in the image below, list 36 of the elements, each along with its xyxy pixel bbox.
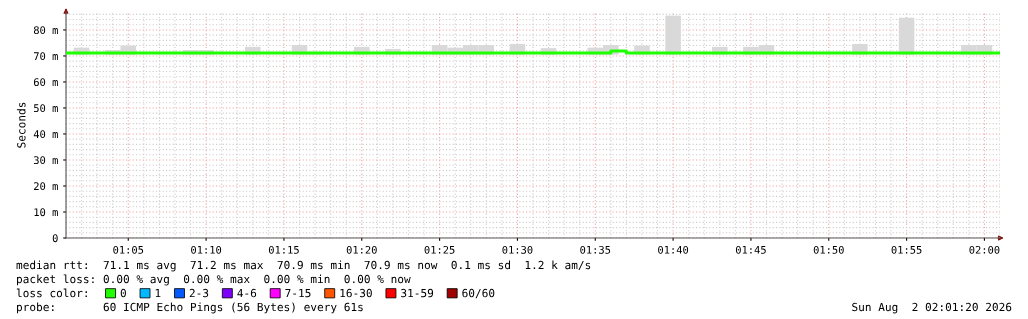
x-tick-label: 01:25 (424, 245, 455, 254)
y-tick-label: 50 m (34, 104, 58, 113)
y-tick-label: 80 m (33, 26, 58, 35)
x-tick-label: 01:10 (191, 245, 222, 254)
text: Sun Aug 2 02:01:20 2026 (852, 302, 1012, 314)
y-tick-label: 0 (52, 234, 58, 243)
x-tick-label: 01:35 (580, 245, 611, 254)
legend-label: 0 (120, 288, 126, 298)
y-tick-label: 40 m (33, 130, 58, 139)
legend-label: 60/60 (462, 288, 495, 299)
text: probe: 60 ICMP Echo Pings (56 Bytes) every 61s (17, 302, 363, 314)
x-tick-label: 01:40 (658, 245, 689, 254)
y-tick-label: 30 m (33, 156, 58, 165)
y-tick-label: 20 m (34, 182, 58, 191)
x-tick-label: 01:50 (813, 245, 844, 254)
x-tick-label: 01:30 (502, 245, 533, 254)
x-tick-label: 01:55 (891, 245, 922, 254)
x-tick-label: 01:20 (346, 245, 377, 254)
x-tick-label: 02:00 (969, 245, 1000, 254)
bar (665, 15, 681, 55)
legend-label: 4-6 (237, 288, 257, 298)
y-tick-label: 60 m (33, 78, 58, 87)
y-tick-label: 10 m (34, 208, 58, 217)
y-tick-label: 70 m (33, 52, 58, 61)
legend-title: loss color: (16, 288, 87, 298)
legend-label: 1 (155, 288, 161, 298)
legend-label: 31-59 (401, 288, 434, 298)
text: median rtt: 71.1 ms avg 71.2 ms max 70.9 ms min 70.9 ms now 0.1 ms sd 1.2 k am/s (16, 260, 591, 272)
x-tick-label: 01:05 (113, 245, 144, 254)
text: packet loss: 0.00 % avg 0.00 % max 0.00 % min 0.00 % now (17, 274, 411, 286)
legend-label: 7-15 (285, 288, 311, 298)
legend-label: 2-3 (189, 288, 209, 298)
x-tick-label: 01:45 (735, 245, 766, 254)
x-tick-label: 01:15 (268, 245, 299, 254)
legend-label: 16-30 (340, 288, 372, 298)
y-axis-title: Seconds (16, 102, 26, 148)
